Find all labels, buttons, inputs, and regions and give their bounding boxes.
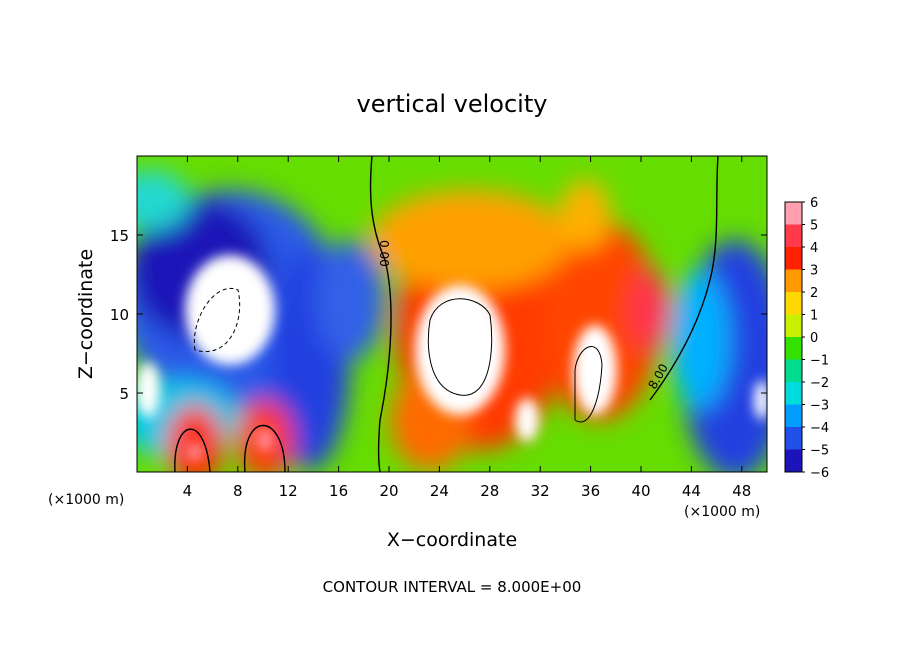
- colorbar-swatch: [785, 427, 802, 450]
- x-tick-label: 28: [480, 482, 499, 500]
- colorbar: 6 5 4 3 2 1 0 −1 −2 −3 −4 −5 −6: [784, 196, 829, 481]
- colorbar-tick-label: 0: [810, 331, 818, 346]
- positive-contour-left: [174, 428, 211, 472]
- y-axis-label: Z−coordinate: [75, 249, 97, 379]
- x-tick-label: 24: [430, 482, 449, 500]
- colorbar-swatch: [785, 382, 802, 405]
- colorbar-tick-label: 3: [810, 264, 818, 279]
- x-tick-label: 36: [581, 482, 600, 500]
- colorbar-swatch: [785, 269, 802, 292]
- colorbar-swatch: [785, 359, 802, 382]
- x-tick-label: 20: [379, 482, 398, 500]
- colorbar-tick-label: 5: [810, 219, 818, 234]
- colorbar-tick-label: 4: [810, 241, 818, 256]
- colorbar-swatch: [785, 314, 802, 337]
- colorbar-swatch: [785, 449, 802, 472]
- y-tick-label: 10: [110, 306, 129, 324]
- chart-title: vertical velocity: [357, 90, 548, 118]
- colorbar-swatch: [785, 404, 802, 427]
- positive-contour-center: [427, 298, 493, 396]
- x-unit-label-left: (×1000 m): [48, 492, 124, 508]
- y-axis: 5 10 15: [110, 227, 767, 403]
- x-tick-label: 48: [732, 482, 751, 500]
- colorbar-tick-label: −3: [810, 399, 829, 414]
- x-tick-label: 4: [183, 482, 193, 500]
- x-tick-label: 44: [682, 482, 701, 500]
- contour-label-zero: 0.00: [377, 240, 391, 267]
- zero-contour-center: [369, 156, 392, 472]
- colorbar-swatch: [785, 202, 802, 225]
- contour-lines: [174, 156, 719, 472]
- zero-contour-right: [649, 156, 719, 401]
- colorbar-tick-label: −1: [810, 354, 829, 369]
- x-axis: 4 8 12 16 20 24 28 32 36 40 44 48: [183, 156, 751, 500]
- x-unit-label-right: (×1000 m): [684, 504, 760, 520]
- negative-contour-left: [193, 287, 241, 353]
- x-tick-label: 32: [531, 482, 550, 500]
- colorbar-tick-label: 6: [810, 196, 818, 211]
- colorbar-swatch: [785, 292, 802, 315]
- contour-interval-note: CONTOUR INTERVAL = 8.000E+00: [323, 578, 582, 596]
- x-tick-label: 8: [233, 482, 243, 500]
- colorbar-swatch: [785, 224, 802, 247]
- field-cores: [137, 255, 767, 462]
- colorbar-tick-label: −5: [810, 444, 829, 459]
- colorbar-swatch: [785, 247, 802, 270]
- colorbar-tick-label: −4: [810, 421, 829, 436]
- x-tick-label: 12: [279, 482, 298, 500]
- x-tick-label: 16: [329, 482, 348, 500]
- colorbar-tick-label: 2: [810, 286, 818, 301]
- colorbar-tick-label: −6: [810, 466, 829, 481]
- plot-area: 0.00 8.00: [137, 156, 767, 472]
- positive-contour-right: [574, 346, 603, 423]
- positive-contour-left-2: [243, 424, 286, 472]
- y-tick-label: 5: [119, 385, 129, 403]
- colorbar-swatch: [785, 337, 802, 360]
- y-tick-label: 15: [110, 227, 129, 245]
- x-tick-label: 40: [631, 482, 650, 500]
- colorbar-tick-label: −2: [810, 376, 829, 391]
- colorbar-tick-label: 1: [810, 309, 818, 324]
- x-axis-label: X−coordinate: [387, 529, 517, 551]
